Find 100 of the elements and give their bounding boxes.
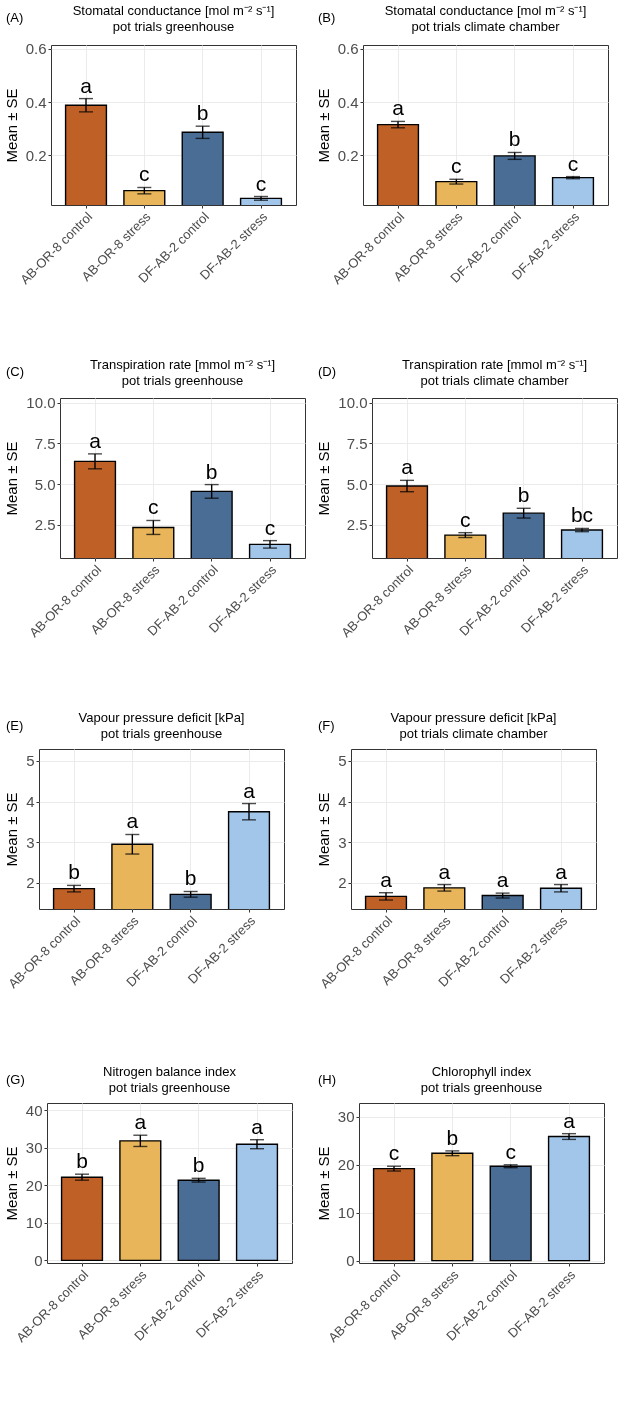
text: (F): [318, 718, 335, 733]
annotation: b: [517, 483, 530, 507]
y-tick-label: 20: [25, 1176, 43, 1194]
y-tick-label: 7.5: [34, 434, 56, 452]
annotation: c: [460, 507, 471, 531]
annotation: a: [438, 859, 451, 883]
y-tick-label: 5.0: [34, 475, 56, 493]
bar: [489, 1165, 532, 1262]
y-tick-label: 5: [338, 752, 347, 770]
annotation: b: [196, 101, 209, 125]
bar: [547, 1135, 591, 1262]
y-tick-label: 40: [25, 1101, 43, 1119]
y-tick-label: 2: [26, 874, 35, 892]
annotation: c: [451, 154, 462, 178]
y-tick-label: 10: [25, 1214, 43, 1232]
y-tick-label: 0.6: [337, 40, 359, 58]
annotation: a: [251, 1114, 264, 1138]
y-tick-label: 10.0: [26, 394, 56, 412]
chart-title: Transpiration rate [mmol m⁻² s⁻¹]: [89, 356, 276, 372]
chart-title: Stomatal conductance [mol m⁻² s⁻¹]: [72, 2, 275, 18]
annotation: b: [68, 860, 80, 884]
y-tick-label: 4: [338, 793, 347, 811]
text: (E): [6, 718, 24, 733]
text: (B): [318, 10, 336, 25]
y-tick-label: 4: [26, 793, 35, 811]
chart-title: Vapour pressure deficit [kPa]: [390, 710, 557, 725]
y-tick-label: 0.6: [25, 40, 47, 58]
chart-subtitle: pot trials greenhouse: [100, 726, 223, 741]
annotation: b: [184, 866, 197, 890]
annotation: c: [264, 515, 276, 539]
annotation: b: [205, 459, 218, 483]
bar: [119, 1140, 162, 1262]
y-axis-title: Mean ± SE: [314, 88, 332, 163]
annotation: a: [563, 1108, 576, 1132]
annotation: a: [80, 73, 93, 97]
annotation: b: [192, 1153, 205, 1177]
annotation: c: [148, 495, 159, 519]
annotation: a: [496, 868, 509, 892]
y-tick-label: 5: [26, 752, 35, 770]
y-axis-title: Mean ± SE: [3, 792, 21, 867]
annotation: b: [508, 127, 521, 151]
chart-title: Chlorophyll index: [431, 1064, 532, 1079]
y-tick-label: 2: [338, 874, 347, 892]
annotation: a: [392, 96, 405, 120]
annotation: c: [139, 162, 150, 186]
annotation: a: [401, 455, 414, 479]
chart-subtitle: pot trials greenhouse: [112, 18, 235, 34]
text: (H): [318, 1072, 337, 1087]
y-axis-title: Mean ± SE: [3, 441, 21, 516]
chart-subtitle: pot trials greenhouse: [108, 1080, 231, 1095]
y-tick-label: 0.2: [337, 146, 359, 164]
y-tick-label: 2.5: [346, 516, 368, 534]
chart-title: Transpiration rate [mmol m⁻² s⁻¹]: [401, 356, 588, 372]
y-axis-title: Mean ± SE: [315, 441, 333, 516]
annotation: a: [126, 809, 139, 833]
annotation: a: [555, 859, 568, 883]
y-tick-label: 0.4: [25, 93, 47, 111]
y-tick-label: 0.2: [25, 146, 47, 164]
annotation: bc: [570, 503, 594, 527]
y-tick-label: 3: [26, 833, 35, 851]
annotation: c: [505, 1139, 516, 1163]
y-tick-label: 0: [346, 1252, 355, 1270]
text: (D): [318, 364, 337, 379]
annotation: a: [89, 428, 102, 452]
annotation: b: [76, 1149, 88, 1173]
annotation: c: [255, 171, 267, 195]
bar: [177, 1179, 220, 1262]
y-tick-label: 0.4: [337, 93, 359, 111]
text: (A): [6, 10, 24, 25]
y-tick-label: 10.0: [338, 394, 368, 412]
annotation: a: [243, 778, 256, 802]
chart-title: Stomatal conductance [mol m⁻² s⁻¹]: [384, 2, 587, 18]
y-axis-title: Mean ± SE: [2, 88, 20, 163]
y-tick-label: 2.5: [34, 516, 56, 534]
chart-subtitle: pot trials greenhouse: [121, 372, 244, 388]
annotation: c: [567, 151, 579, 175]
chart-title: Vapour pressure deficit [kPa]: [78, 710, 245, 725]
chart-title: Nitrogen balance index: [103, 1064, 237, 1079]
annotation: a: [380, 867, 393, 891]
y-axis-title: Mean ± SE: [314, 1146, 332, 1221]
y-tick-label: 20: [337, 1156, 355, 1174]
y-tick-label: 5.0: [346, 475, 368, 493]
y-tick-label: 0: [34, 1251, 43, 1269]
y-tick-label: 30: [337, 1108, 355, 1126]
text: (G): [6, 1072, 25, 1087]
bar: [431, 1152, 474, 1262]
y-tick-label: 3: [338, 833, 347, 851]
bar: [60, 1176, 104, 1262]
chart-subtitle: pot trials greenhouse: [420, 1080, 543, 1095]
y-axis-title: Mean ± SE: [315, 792, 333, 867]
y-tick-label: 30: [25, 1139, 43, 1157]
bar: [235, 1143, 279, 1262]
annotation: b: [446, 1125, 459, 1149]
annotation: c: [388, 1141, 400, 1165]
bar: [372, 1167, 416, 1262]
y-tick-label: 10: [337, 1204, 355, 1222]
text: (C): [6, 364, 25, 379]
y-axis-title: Mean ± SE: [2, 1146, 20, 1221]
y-tick-label: 7.5: [346, 434, 368, 452]
chart-subtitle: pot trials climate chamber: [399, 726, 549, 741]
